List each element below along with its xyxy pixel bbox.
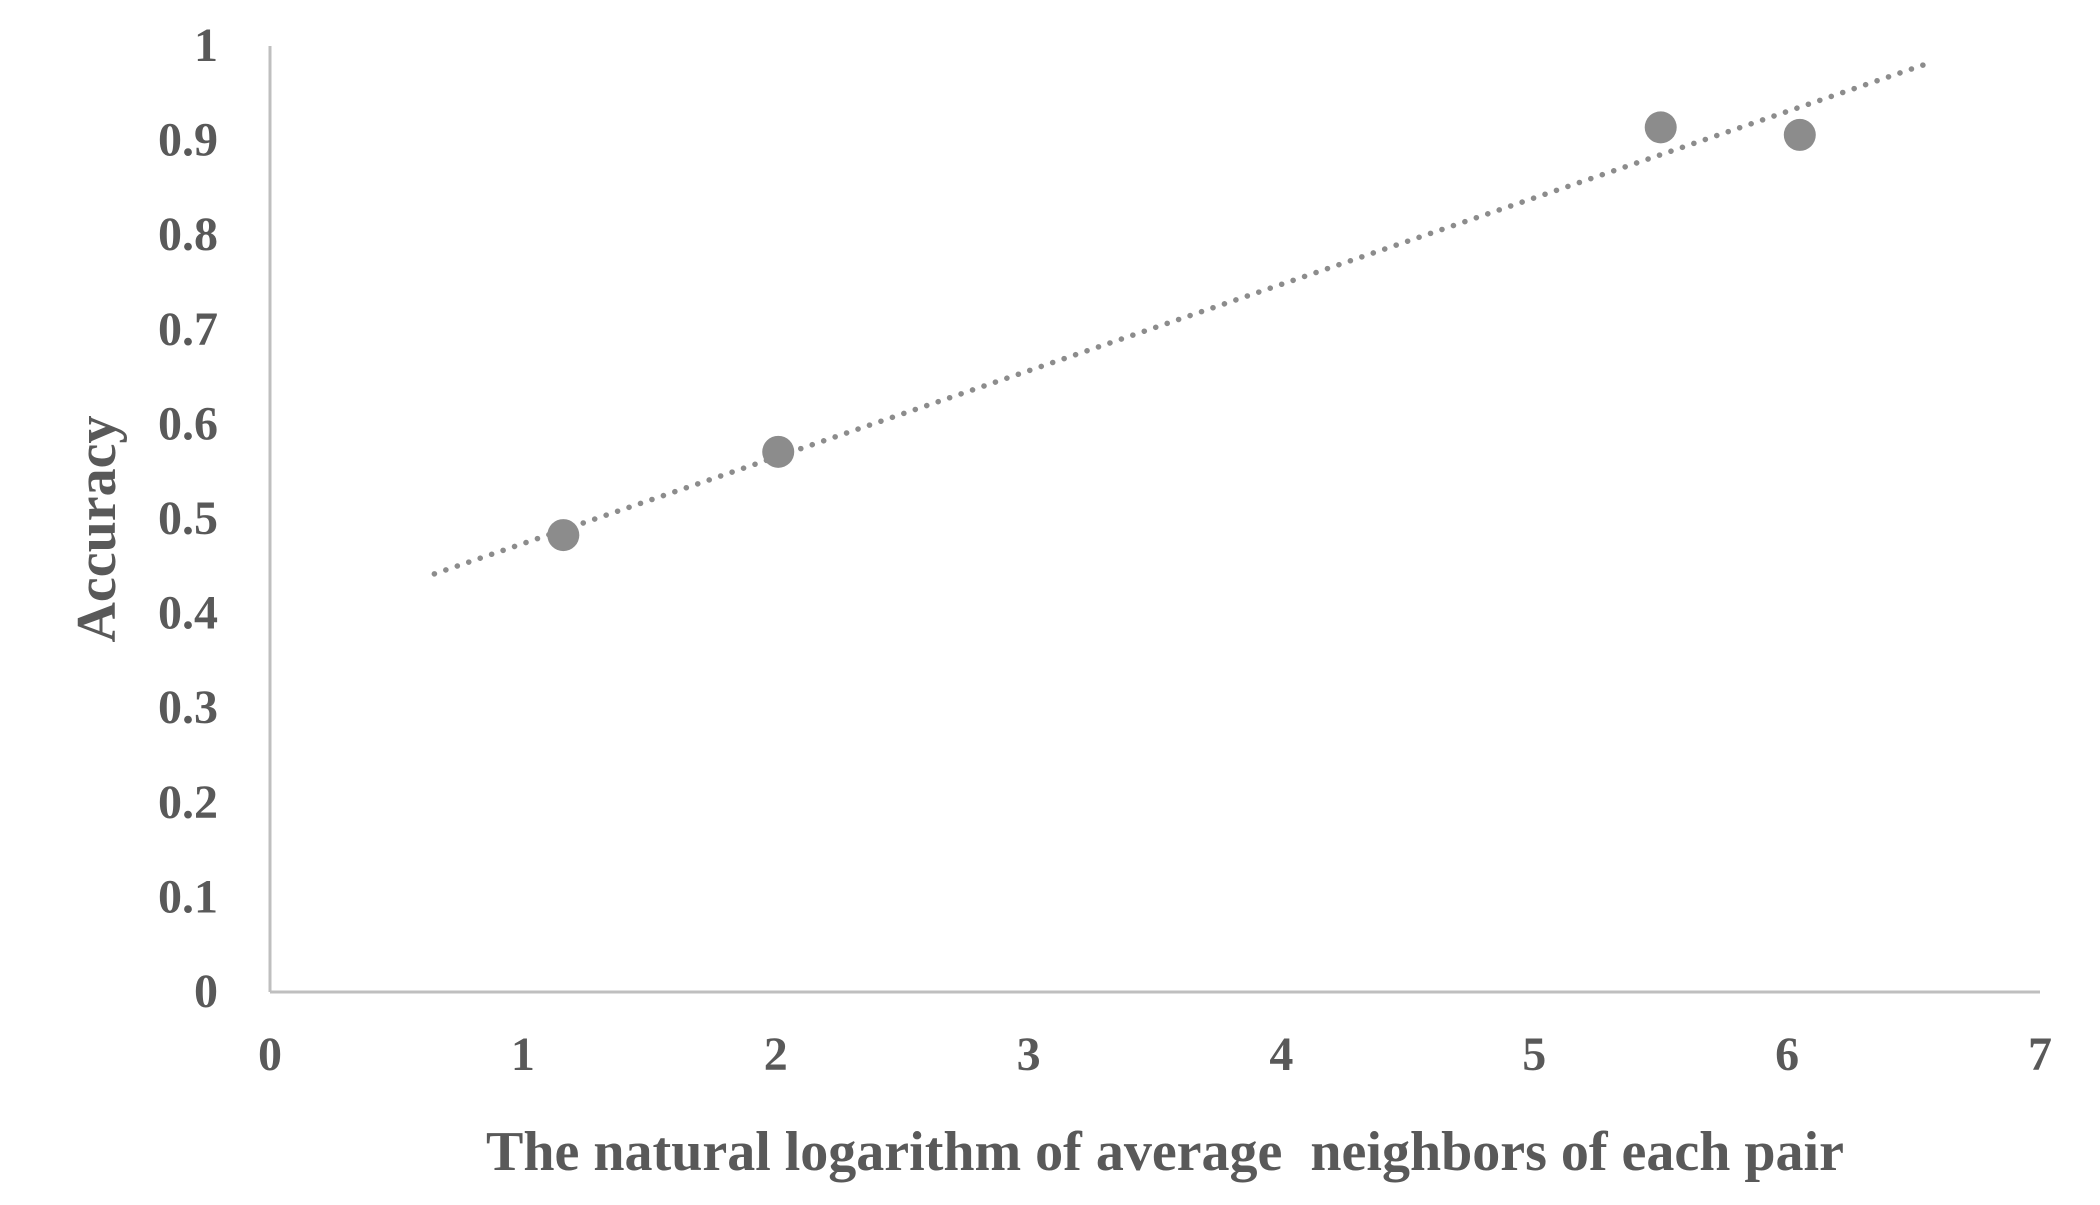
x-tick-label-1: 1 <box>511 1028 535 1081</box>
data-point-1 <box>762 435 795 468</box>
x-tick-label-4: 4 <box>1269 1028 1293 1081</box>
x-axis-title: The natural logarithm of average neighbo… <box>486 1121 1844 1183</box>
data-points <box>547 111 1816 552</box>
y-tick-label-1: 0.1 <box>158 870 218 923</box>
axes <box>268 46 2040 994</box>
y-tick-label-4: 0.4 <box>158 587 218 640</box>
y-tick-label-7: 0.7 <box>158 303 218 356</box>
trendline <box>431 61 1929 577</box>
trendline-group <box>431 61 1929 577</box>
y-tick-labels: 0 0.1 0.2 0.3 0.4 0.5 0.6 0.7 0.8 0.9 1 <box>158 19 218 1018</box>
y-tick-label-9: 0.9 <box>158 114 218 167</box>
data-point-0 <box>547 519 580 552</box>
x-tick-label-3: 3 <box>1017 1028 1041 1081</box>
x-tick-label-7: 7 <box>2028 1028 2052 1081</box>
y-tick-label-3: 0.3 <box>158 681 218 734</box>
x-tick-label-0: 0 <box>258 1028 282 1081</box>
x-tick-label-5: 5 <box>1522 1028 1546 1081</box>
y-axis-title: Accuracy <box>66 415 128 642</box>
y-tick-label-10: 1 <box>194 19 218 72</box>
y-tick-label-2: 0.2 <box>158 776 218 829</box>
x-tick-label-6: 6 <box>1775 1028 1799 1081</box>
x-tick-label-2: 2 <box>764 1028 788 1081</box>
x-tick-labels: 0 1 2 3 4 5 6 7 <box>258 1028 2052 1081</box>
y-tick-label-6: 0.6 <box>158 397 218 450</box>
y-tick-label-5: 0.5 <box>158 492 218 545</box>
y-tick-label-0: 0 <box>194 965 218 1018</box>
data-point-3 <box>1783 118 1816 151</box>
y-tick-label-8: 0.8 <box>158 208 218 261</box>
data-point-2 <box>1644 111 1677 144</box>
